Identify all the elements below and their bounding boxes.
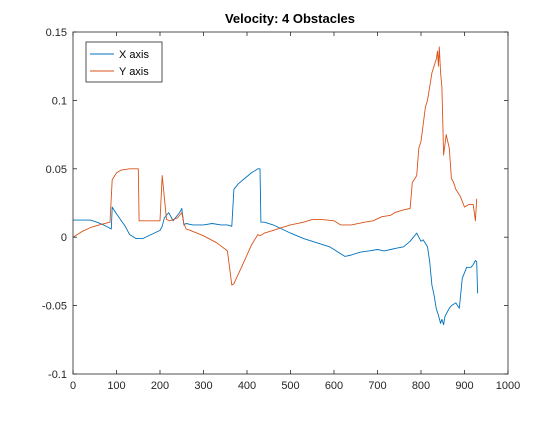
x-tick-label: 600 <box>325 380 343 392</box>
x-tick-label: 300 <box>194 380 212 392</box>
y-tick-label: -0.05 <box>42 301 67 313</box>
x-tick-label: 400 <box>238 380 256 392</box>
x-tick-label: 100 <box>107 380 125 392</box>
series-line-y-axis <box>72 46 478 286</box>
x-tick-label: 500 <box>281 380 299 392</box>
plot-background <box>73 32 508 374</box>
series-line-x-axis <box>73 168 479 326</box>
x-tick-label: 800 <box>412 380 430 392</box>
x-tick-label: 200 <box>151 380 169 392</box>
legend-label-x-axis: X axis <box>119 49 149 61</box>
y-tick-label: -0.1 <box>48 369 67 381</box>
x-tick-label: 900 <box>455 380 473 392</box>
legend: X axis Y axis <box>85 41 163 83</box>
x-tick-label: 0 <box>70 380 76 392</box>
chart-title: Velocity: 4 Obstacles <box>225 11 355 26</box>
legend-box <box>85 41 163 83</box>
y-tick-label: 0.1 <box>52 95 67 107</box>
legend-label-y-axis: Y axis <box>119 66 149 78</box>
y-tick-label: 0 <box>61 232 67 244</box>
y-tick-label: 0.15 <box>46 27 67 39</box>
x-tick-label: 700 <box>368 380 386 392</box>
x-tick-label: 1000 <box>496 380 520 392</box>
y-tick-label: 0.05 <box>46 164 67 176</box>
plot-area: 0 100 200 300 400 500 600 700 800 900 1000 -0.1 -0.0… <box>42 27 520 392</box>
